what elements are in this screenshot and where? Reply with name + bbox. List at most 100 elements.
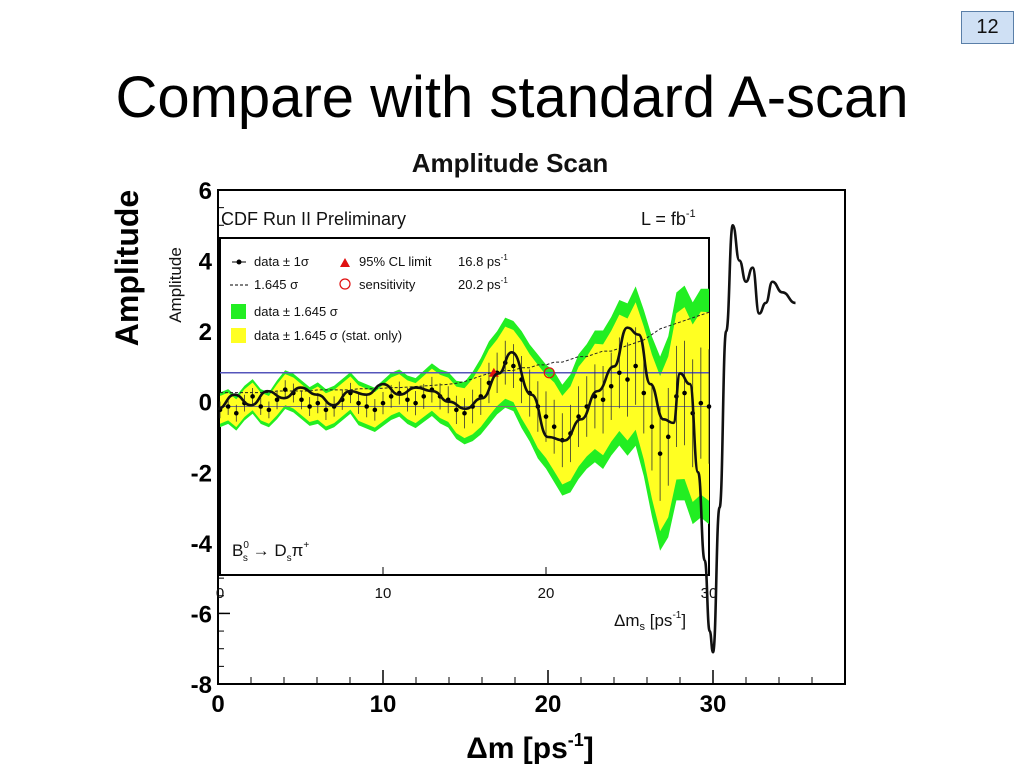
inner-x-label-close: ] xyxy=(681,611,686,630)
inner-x-tick-label: 0 xyxy=(216,585,224,602)
legend-yellow-box xyxy=(231,328,246,343)
inner-legend: data ± 1σ 95% CL limit 16.8 ps-1 1.645 σ… xyxy=(230,253,508,343)
data-point xyxy=(405,397,410,403)
slide-title: Compare with standard A-scan xyxy=(115,65,909,130)
data-point xyxy=(266,407,272,413)
data-point xyxy=(274,397,280,403)
outer-x-tick-label: 20 xyxy=(535,691,562,718)
inner-header-right-main: L = fb xyxy=(641,209,686,229)
outer-x-tick-label: 0 xyxy=(211,691,224,718)
outer-amplitude-curve xyxy=(217,223,796,654)
data-point xyxy=(323,407,329,413)
outer-y-tick-label: -4 xyxy=(191,531,213,558)
inner-header-right: L = fb-1 xyxy=(641,208,696,229)
outer-x-label-sup: -1 xyxy=(568,730,584,750)
inner-x-label-sup: -1 xyxy=(672,610,681,621)
legend-label-1645sigma: 1.645 σ xyxy=(254,277,298,292)
inner-x-tick-label: 20 xyxy=(538,585,555,602)
data-point xyxy=(625,377,630,382)
data-point xyxy=(641,390,647,396)
data-point xyxy=(657,451,663,456)
inner-x-tick-label: 30 xyxy=(701,585,718,602)
inner-header-left: CDF Run II Preliminary xyxy=(221,209,406,229)
data-point xyxy=(421,394,427,399)
decay-b: B xyxy=(232,541,243,560)
decay-pi: π xyxy=(292,541,304,560)
inner-x-label-mid: [ps xyxy=(645,611,672,630)
data-point xyxy=(388,394,394,399)
outer-chart-title: Amplitude Scan xyxy=(412,148,608,178)
inner-x-ticks: 0 10 20 30 xyxy=(216,567,718,602)
legend-dot-marker xyxy=(236,259,242,265)
data-point xyxy=(617,370,622,376)
data-point xyxy=(413,400,418,406)
outer-y-tick-label: 2 xyxy=(199,319,212,346)
outer-x-tick-label: 30 xyxy=(700,691,727,718)
inner-x-label-sub: s xyxy=(640,621,646,633)
legend-green-box xyxy=(231,304,246,319)
decay-b-sub: s xyxy=(243,553,248,564)
legend-value-95cl-sup: -1 xyxy=(501,253,509,262)
legend-label-data-1sigma: data ± 1σ xyxy=(254,254,309,269)
data-point xyxy=(250,394,255,399)
data-point xyxy=(372,407,378,413)
data-point xyxy=(462,410,467,416)
outer-y-tick-label: -6 xyxy=(191,601,212,628)
data-point xyxy=(356,400,361,406)
decay-annotation: B0 s → Dsπ+ xyxy=(232,540,309,564)
data-point xyxy=(282,387,288,392)
inner-y-axis-label: Amplitude xyxy=(166,247,185,323)
data-point xyxy=(364,404,370,409)
decay-d-sub: s xyxy=(287,553,292,564)
data-point xyxy=(682,390,687,396)
amplitude-scan-figure: Amplitude Scan Amplitude Δm [ps-1] 6420-… xyxy=(109,148,846,765)
data-point xyxy=(234,410,239,416)
outer-y-tick-label: 6 xyxy=(199,178,212,205)
outer-y-tick-label: -2 xyxy=(191,460,212,487)
outer-y-tick-label: -8 xyxy=(191,672,212,699)
outer-x-label-close: ] xyxy=(584,732,594,765)
data-point xyxy=(315,400,321,406)
legend-label-95cl: 95% CL limit xyxy=(359,254,432,269)
outer-y-tick-label: 4 xyxy=(199,249,213,276)
sensitivity-marker-circle xyxy=(543,367,555,379)
outer-x-label-main: Δm [ps xyxy=(466,732,568,765)
legend-circle-marker xyxy=(339,278,351,290)
data-point xyxy=(258,404,264,409)
page-number: 12 xyxy=(961,11,1014,44)
inner-x-axis-label: Δms [ps-1] xyxy=(614,610,686,633)
legend-value-sensitivity-sup: -1 xyxy=(501,276,509,285)
inner-x-tick-label: 10 xyxy=(375,585,392,602)
data-point xyxy=(299,397,304,403)
legend-label-sensitivity: sensitivity xyxy=(359,277,416,292)
inner-x-label-main: Δm xyxy=(614,611,640,630)
decay-pi-sup: + xyxy=(303,540,309,551)
data-point xyxy=(454,407,459,413)
legend-value-95cl-main: 16.8 ps xyxy=(458,254,501,269)
data-point xyxy=(225,404,231,409)
data-point xyxy=(511,363,516,369)
decay-arrow: → D xyxy=(248,541,287,560)
outer-x-axis-label: Δm [ps-1] xyxy=(466,730,594,765)
data-point xyxy=(600,397,606,403)
legend-value-sensitivity: 20.2 ps-1 xyxy=(458,276,508,292)
legend-triangle-marker xyxy=(340,258,350,267)
data-point xyxy=(633,363,638,369)
outer-y-tick-label: 0 xyxy=(199,390,212,417)
legend-value-95cl: 16.8 ps-1 xyxy=(458,253,508,269)
data-point xyxy=(706,404,712,409)
data-point xyxy=(698,400,704,406)
legend-label-green-band: data ± 1.645 σ xyxy=(254,304,338,319)
legend-value-sensitivity-main: 20.2 ps xyxy=(458,277,501,292)
decay-b-sup: 0 xyxy=(243,540,249,551)
data-point xyxy=(665,434,671,440)
data-point xyxy=(608,383,614,389)
inner-header-right-sup: -1 xyxy=(686,208,696,220)
data-point xyxy=(649,424,655,430)
data-point xyxy=(307,404,312,409)
data-point xyxy=(543,414,549,419)
outer-x-tick-label: 10 xyxy=(370,691,397,718)
data-point xyxy=(380,400,386,406)
data-point xyxy=(576,414,581,419)
data-point xyxy=(551,424,557,430)
